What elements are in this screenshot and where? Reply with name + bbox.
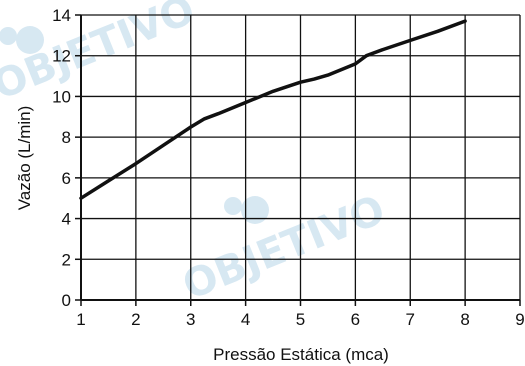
x-tick-label: 5: [296, 310, 305, 329]
y-tick-label: 4: [62, 210, 71, 229]
x-tick-label: 1: [76, 310, 85, 329]
y-tick-label: 6: [62, 169, 71, 188]
chart-axes: [75, 14, 521, 306]
x-tick-label: 9: [515, 310, 524, 329]
watermark-text: OBJETIVO: [0, 0, 201, 109]
y-tick-label: 12: [52, 47, 71, 66]
x-tick-label: 3: [186, 310, 195, 329]
watermark-text: OBJETIVO: [177, 187, 392, 309]
x-tick-label: 2: [131, 310, 140, 329]
series-line: [79, 19, 467, 200]
watermark-logo-icon: [224, 197, 242, 215]
chart-series: [79, 19, 467, 200]
x-axis-label: Pressão Estática (mca): [213, 345, 389, 364]
y-tick-label: 8: [62, 128, 71, 147]
y-axis-label: Vazão (L/min): [15, 106, 34, 211]
x-tick-label: 4: [241, 310, 250, 329]
y-tick-label: 2: [62, 250, 71, 269]
x-tick-label: 6: [351, 310, 360, 329]
y-tick-label: 14: [52, 6, 71, 25]
watermark-logo-icon: [241, 196, 269, 224]
y-tick-label: 0: [62, 291, 71, 310]
watermark-logo-icon: [16, 26, 44, 54]
x-tick-label: 7: [406, 310, 415, 329]
y-tick-label: 10: [52, 87, 71, 106]
watermark-logo-icon: [0, 27, 17, 45]
chart-grid: [81, 14, 521, 300]
x-tick-label: 8: [460, 310, 469, 329]
